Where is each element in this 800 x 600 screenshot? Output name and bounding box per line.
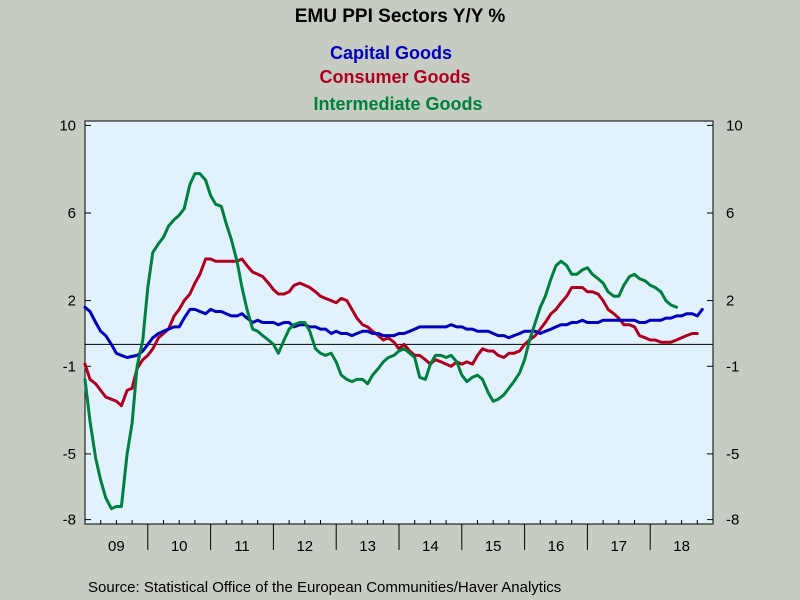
x-tick-label: 09 — [108, 538, 125, 555]
legend-intermediate-goods: Intermediate Goods — [313, 94, 482, 114]
x-tick-label: 15 — [485, 538, 502, 555]
x-tick-label: 16 — [548, 538, 565, 555]
y-tick-label-left: -5 — [63, 446, 76, 463]
y-tick-label-left: 6 — [68, 205, 76, 222]
y-tick-label-left: 10 — [59, 117, 76, 134]
series-line-consumer-goods — [83, 257, 699, 408]
legend-capital-goods: Capital Goods — [330, 43, 452, 63]
x-tick-label: 13 — [359, 538, 376, 555]
series-line-capital-goods — [83, 305, 704, 359]
y-axis-left: 10 6 2 -1 -5 -8 — [59, 117, 91, 529]
y-tick-label-left: -8 — [63, 512, 76, 529]
x-tick-label: 10 — [171, 538, 188, 555]
y-tick-label-right: 10 — [726, 117, 743, 134]
y-tick-label-right: 2 — [726, 293, 734, 310]
y-tick-label-right: 6 — [726, 205, 734, 222]
y-axis-right: 10 6 2 -1 -5 -8 — [707, 117, 743, 529]
x-tick-label: 18 — [673, 538, 690, 555]
y-tick-label-left: -1 — [63, 358, 76, 375]
y-tick-label-right: -1 — [726, 358, 739, 375]
legend-consumer-goods: Consumer Goods — [319, 67, 470, 87]
y-tick-label-left: 2 — [68, 293, 76, 310]
source-note: Source: Statistical Office of the Europe… — [88, 579, 561, 596]
x-tick-label: 11 — [234, 538, 250, 555]
x-tick-label: 17 — [610, 538, 627, 555]
plot-area — [84, 120, 714, 525]
series-lines — [83, 172, 704, 511]
y-tick-label-right: -8 — [726, 512, 739, 529]
x-tick-label: 12 — [296, 538, 313, 555]
x-tick-label: 14 — [422, 538, 439, 555]
series-line-intermediate-goods — [83, 172, 679, 511]
chart-title: EMU PPI Sectors Y/Y % — [295, 6, 506, 27]
x-axis: 09 10 11 12 13 14 15 16 17 18 — [100, 520, 698, 555]
y-tick-label-right: -5 — [726, 446, 739, 463]
